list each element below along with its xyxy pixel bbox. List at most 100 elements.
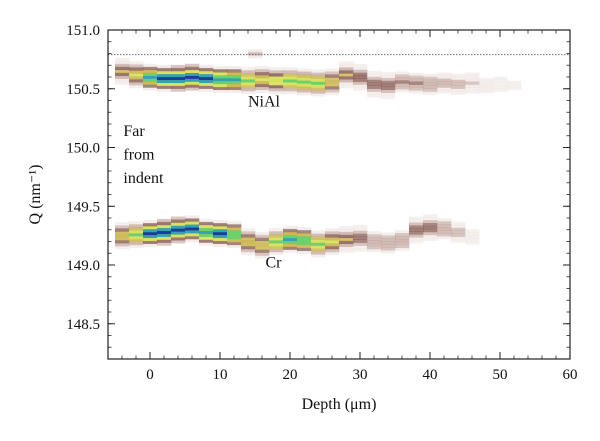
heatmap-cell-cr: [213, 243, 228, 247]
heatmap-cell-cr: [143, 228, 158, 233]
annotation-from: from: [123, 146, 155, 163]
heatmap-cell-cr: [325, 234, 340, 238]
heatmap-cell-cr: [213, 220, 228, 224]
heatmap-cell-nial: [129, 67, 144, 71]
heatmap-cell-nial: [143, 72, 158, 76]
x-tick-label: 40: [423, 367, 438, 383]
heatmap-cell-nial: [367, 70, 382, 75]
heatmap-cell-cr: [465, 232, 480, 236]
heatmap-cell-cr: [129, 232, 144, 237]
heatmap-cell-nial: [129, 70, 144, 74]
heatmap-cell-cr: [465, 238, 480, 242]
heatmap-cell-nial: [339, 79, 354, 83]
heatmap-cell-nial: [465, 72, 480, 76]
heatmap-cell-nial: [213, 83, 228, 88]
heatmap-cell-cr: [297, 241, 312, 246]
heatmap-cell-nial: [269, 70, 284, 74]
heatmap-cell-cr: [339, 234, 354, 239]
heatmap-cell-cr: [115, 222, 130, 226]
heatmap-cell-nial: [339, 76, 354, 80]
heatmap-cell-nial: [395, 86, 410, 90]
heatmap-cell-nial: [353, 78, 368, 82]
heatmap-cell-cr: [465, 235, 480, 239]
heatmap-cell-nial: [297, 80, 312, 84]
heatmap-cell-nial: [185, 87, 200, 91]
heatmap-cell-cr: [367, 245, 382, 250]
heatmap-cell-nial: [283, 81, 298, 86]
heatmap-cell-cr: [339, 240, 354, 244]
heatmap-cell-nial: [241, 70, 256, 74]
heatmap-cell-nial: [367, 79, 382, 83]
heatmap-cell-nial: [409, 87, 424, 91]
heatmap-cell-nial: [437, 90, 452, 94]
heatmap-cell-nial: [367, 94, 382, 98]
heatmap-cell-nial: [269, 84, 284, 89]
heatmap-cell-cr: [199, 239, 214, 243]
heatmap-cell-cr: [409, 234, 424, 238]
heatmap-cell-nial: [493, 76, 508, 81]
heatmap-cell-cr: [409, 222, 424, 226]
heatmap-cell-nial: [185, 78, 200, 82]
heatmap-cell-nial: [143, 84, 158, 88]
heatmap-cell-nial: [339, 61, 354, 65]
heatmap-cell-nial: [339, 81, 354, 86]
heatmap-cell-cr: [171, 234, 186, 238]
heatmap-cell-nial: [395, 71, 410, 75]
heatmap-cell-nial: [241, 67, 256, 71]
heatmap-cell-nial: [269, 81, 284, 86]
heatmap-cell-nial: [185, 84, 200, 88]
heatmap-cell-cr: [129, 221, 144, 225]
heatmap-cell-cr: [213, 228, 228, 233]
heatmap-cell-cr: [241, 231, 256, 235]
heatmap-cell-nial: [283, 79, 298, 83]
heatmap-cell-cr: [423, 225, 438, 230]
heatmap-cell-cr: [339, 237, 354, 242]
heatmap-cell-nial: [115, 60, 130, 65]
heatmap-cell-cr: [157, 224, 172, 229]
heatmap-cell-nial: [409, 81, 424, 85]
heatmap-cell-cr: [269, 228, 284, 232]
y-tick-label: 148.5: [66, 317, 100, 333]
heatmap-cell-cr: [325, 240, 340, 244]
heatmap-cell-nial: [171, 64, 186, 69]
heatmap-cell-nial: [269, 87, 284, 92]
heatmap-cell-nial: [325, 77, 340, 81]
heatmap-cell-cr: [409, 237, 424, 241]
heatmap-cell-cr: [269, 245, 284, 250]
heatmap-cell-cr: [185, 235, 200, 240]
heatmap-cell-cr: [157, 230, 172, 234]
heatmap-cell-cr: [213, 234, 228, 239]
heatmap-cell-cr: [157, 236, 172, 240]
heatmap-cell-cr: [241, 240, 256, 244]
heatmap-cell-cr: [157, 239, 172, 243]
heatmap-cell-cr: [381, 232, 396, 236]
heatmap-cell-cr: [437, 227, 452, 231]
heatmap-cell-nial: [143, 87, 158, 91]
heatmap-cell-nial: [227, 72, 242, 76]
heatmap-cell-cr: [311, 233, 326, 237]
heatmap-cell-cr: [283, 225, 298, 230]
heatmap-cell-nial: [283, 76, 298, 80]
heatmap-cell-cr: [325, 231, 340, 235]
heatmap-cell-cr: [283, 234, 298, 239]
heatmap-cell-cr: [339, 228, 354, 233]
heatmap-cell-spot: [248, 57, 263, 62]
heatmap-cell-cr: [143, 231, 158, 236]
heatmap-cell-cr: [185, 230, 200, 234]
heatmap-cell-cr: [297, 232, 312, 237]
heatmap-cell-nial: [493, 79, 508, 83]
heatmap-cell-nial: [255, 66, 270, 70]
heatmap-cell-cr: [325, 251, 340, 256]
heatmap-cell-cr: [227, 227, 242, 231]
heatmap-cell-nial: [311, 72, 326, 76]
heatmap-cell-nial: [143, 81, 158, 85]
heatmap-cell-cr: [199, 227, 214, 232]
heatmap-cell-nial: [381, 72, 396, 76]
heatmap-cell-cr: [395, 241, 410, 246]
heatmap-cell-nial: [381, 74, 396, 79]
y-tick-label: 149.0: [66, 258, 100, 274]
heatmap-cell-cr: [423, 237, 438, 242]
heatmap-cell-nial: [213, 72, 228, 76]
heatmap-cell-nial: [423, 79, 438, 83]
